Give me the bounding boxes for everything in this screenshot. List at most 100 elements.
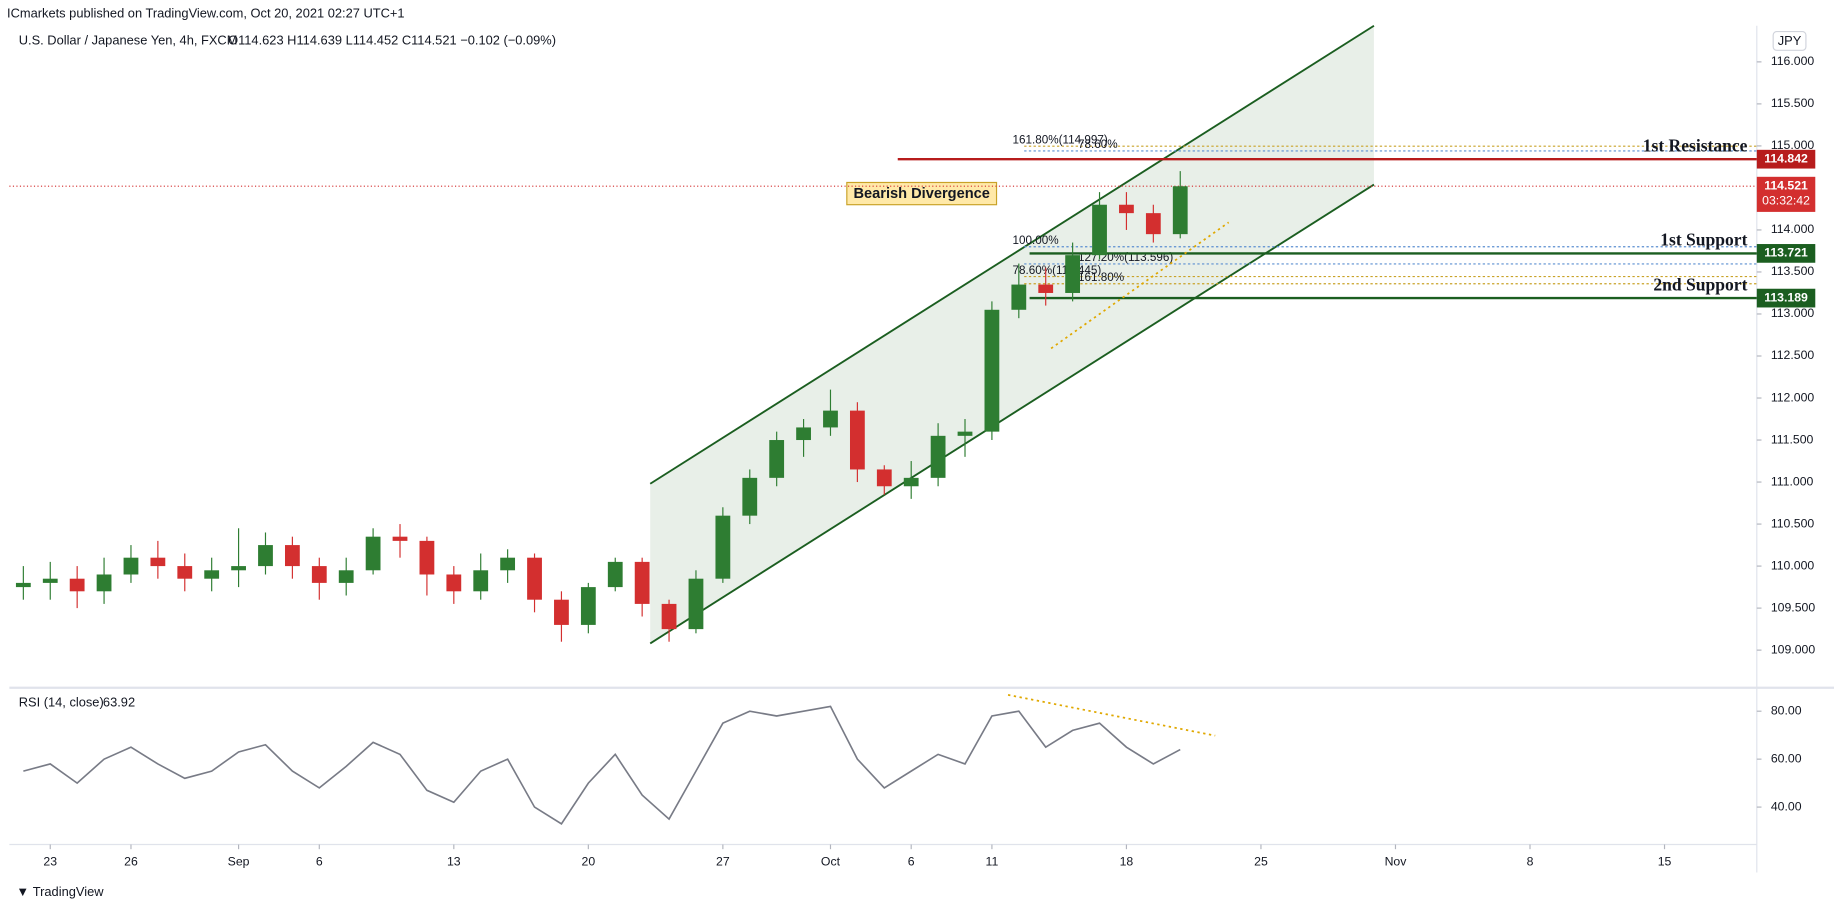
candle-body (500, 557, 516, 571)
candle-body (1038, 284, 1054, 293)
candle-body (419, 540, 435, 575)
candle-body (580, 587, 596, 625)
x-tick-label: 25 (1254, 854, 1268, 868)
candle-body (284, 545, 300, 567)
candle-body (715, 515, 731, 579)
x-tick-label: 20 (582, 854, 596, 868)
candle-body (1172, 186, 1188, 235)
candle-body (1145, 213, 1161, 235)
x-tick-label: 26 (124, 854, 138, 868)
channel-upper (649, 24, 1375, 485)
price-tag (1756, 149, 1816, 169)
level-name: 2nd Support (1653, 274, 1747, 294)
candle-body (957, 431, 973, 436)
y-tick-label: 115.000 (1771, 138, 1815, 152)
candle-body (903, 477, 919, 487)
candle-body (177, 566, 193, 579)
channel-lower (649, 183, 1375, 645)
candle-body (607, 561, 623, 588)
y-tick-label: 110.000 (1771, 558, 1815, 572)
y-tick-label: 111.000 (1771, 474, 1814, 488)
candle-body (1011, 284, 1027, 310)
x-tick-label: 18 (1120, 854, 1134, 868)
candle-body (849, 410, 865, 470)
y-tick-label: 112.500 (1771, 348, 1815, 362)
price-tag-label: 113.721 (1764, 246, 1808, 260)
channel-fill (650, 25, 1374, 644)
x-tick-label: 6 (908, 854, 915, 868)
x-tick-label: Nov (1385, 854, 1408, 868)
candle-body (446, 574, 462, 592)
candle-body (473, 570, 489, 592)
level-name: 1st Resistance (1643, 136, 1748, 156)
x-tick-label: 15 (1658, 854, 1672, 868)
current-tag (1756, 176, 1816, 212)
candle-body (1119, 204, 1134, 214)
candle-body (930, 435, 946, 478)
price-tag-label: 113.189 (1764, 290, 1808, 304)
y-tick-label: 115.500 (1771, 96, 1815, 110)
currency-badge[interactable] (1772, 31, 1807, 51)
rsi-tick-label: 80.00 (1771, 703, 1802, 717)
candle-body (123, 557, 139, 575)
rsi-trendline (1007, 694, 1216, 737)
currency: JPY (1778, 33, 1802, 48)
candle-body (204, 570, 220, 579)
candle-body (661, 603, 677, 630)
x-tick-label: 11 (986, 854, 999, 868)
candle-body (15, 582, 31, 588)
candle-body (527, 557, 542, 600)
logo-mark: ▼ (16, 884, 29, 899)
y-tick-label: 113.000 (1771, 306, 1815, 320)
x-tick-label: 27 (716, 854, 730, 868)
y-tick-label: 110.500 (1771, 516, 1815, 530)
candle-body (231, 566, 246, 571)
current-tag-label: 114.521 (1764, 178, 1808, 192)
fib-label: 161.80% (1078, 271, 1124, 284)
x-tick-label: Sep (228, 854, 250, 868)
candle-body (96, 574, 112, 592)
ohlc: O114.623 H114.639 L114.452 C114.521 −0.1… (228, 32, 556, 47)
candle-body (688, 578, 704, 630)
rsi-line (23, 705, 1181, 825)
x-tick-label: 23 (43, 854, 57, 868)
countdown: 03:32:42 (1762, 194, 1810, 208)
candle-body (796, 427, 811, 441)
candle-body (338, 570, 354, 583)
candle-body (554, 599, 569, 625)
candle-body (1092, 204, 1107, 256)
fib-label: 78.60% (1078, 138, 1118, 151)
candle-body (876, 469, 892, 487)
price-tag (1756, 288, 1816, 308)
y-tick-label: 109.500 (1771, 600, 1816, 614)
trendline (1050, 221, 1230, 350)
candle-body (1065, 255, 1081, 293)
candle-body (69, 578, 85, 592)
y-tick-label: 111.500 (1771, 432, 1814, 446)
price-tag (1756, 244, 1816, 263)
y-tick-label: 112.000 (1771, 390, 1815, 404)
candle-body (742, 477, 758, 516)
y-tick-label: 113.500 (1771, 264, 1815, 278)
candle-body (392, 536, 408, 541)
y-tick-label: 109.000 (1771, 642, 1816, 656)
rsi-name: RSI (14, close) (19, 694, 104, 709)
candle-body (311, 566, 327, 583)
rsi-last: 63.92 (103, 694, 135, 709)
candle-body (823, 410, 838, 428)
rsi-tick-label: 60.00 (1771, 751, 1802, 765)
header: ICmarkets published on TradingView.com, … (7, 5, 405, 20)
fib-label: 100.00% (1012, 234, 1058, 247)
candle-body (769, 440, 785, 478)
candle-body (365, 536, 381, 571)
x-tick-label: 13 (447, 854, 461, 868)
y-tick-label: 114.000 (1771, 222, 1815, 236)
annotation-box (846, 181, 998, 206)
fib-label: 161.80%(114.997) (1012, 133, 1107, 146)
annotation: Bearish Divergence (853, 186, 989, 202)
rsi-tick-label: 40.00 (1771, 799, 1802, 813)
candle-body (984, 309, 1000, 432)
